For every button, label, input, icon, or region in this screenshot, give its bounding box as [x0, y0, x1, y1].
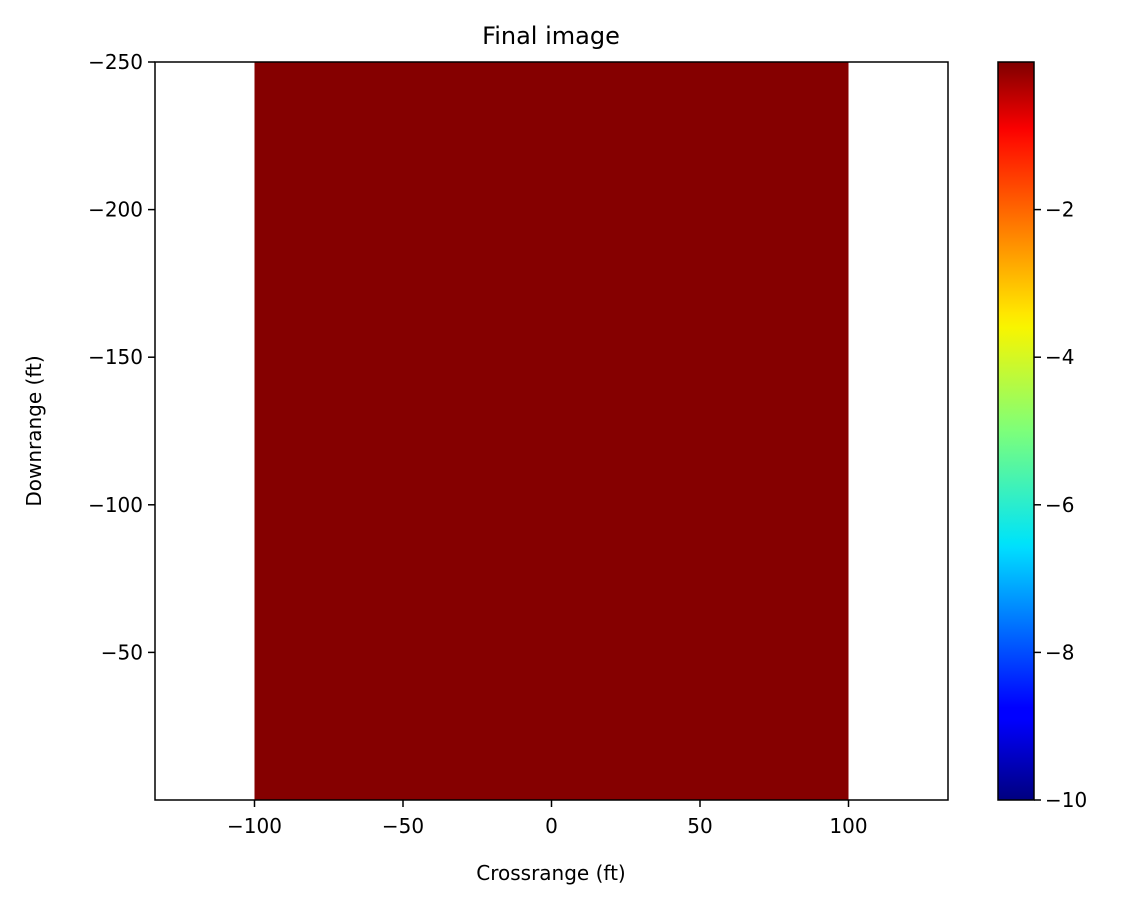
x-axis-label: Crossrange (ft): [476, 861, 625, 885]
colorbar-gradient: [997, 61, 1035, 801]
heatmap-image: [254, 62, 849, 800]
x-tick-label: 0: [545, 814, 558, 838]
x-tick-label: −100: [227, 814, 282, 838]
colorbar-tick-label: −6: [1045, 493, 1074, 517]
colorbar-tick-label: −10: [1045, 788, 1087, 812]
y-tick-label: −250: [88, 50, 143, 74]
colorbar-ticks: −2 −4 −6 −8 −10: [1034, 198, 1087, 812]
y-tick-label: −150: [88, 345, 143, 369]
x-tick-label: 100: [829, 814, 867, 838]
y-axis-ticks: −250 −200 −150 −100 −50: [88, 50, 155, 664]
y-tick-label: −200: [88, 198, 143, 222]
colorbar-tick-label: −4: [1045, 345, 1074, 369]
x-tick-label: 50: [687, 814, 712, 838]
colorbar-tick-label: −8: [1045, 640, 1074, 664]
colorbar: −2 −4 −6 −8 −10: [997, 61, 1087, 812]
y-axis-label: Downrange (ft): [22, 355, 46, 506]
x-axis-ticks: −100 −50 0 50 100: [227, 800, 868, 838]
chart-title: Final image: [482, 22, 620, 50]
y-tick-label: −50: [101, 640, 143, 664]
y-tick-label: −100: [88, 493, 143, 517]
plot-area: −100 −50 0 50 100 −250 −200 −150 −100 −50: [88, 50, 949, 838]
x-tick-label: −50: [382, 814, 424, 838]
colorbar-tick-label: −2: [1045, 198, 1074, 222]
